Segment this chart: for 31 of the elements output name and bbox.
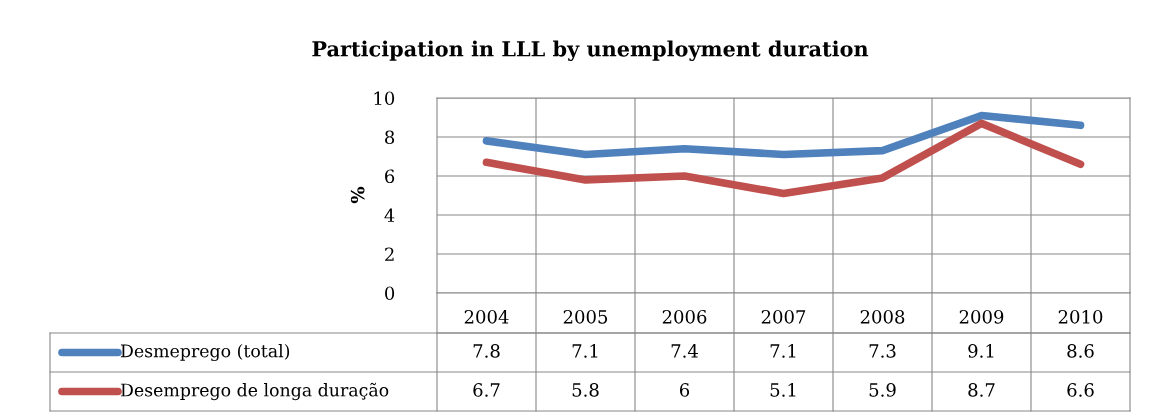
chart-title: Participation in LLL by unemployment duration — [312, 40, 869, 61]
x-tick-label: 2010 — [1058, 309, 1103, 324]
y-tick-label: 2 — [385, 247, 394, 261]
x-tick-label: 2004 — [464, 309, 509, 324]
data-label: 5.8 — [572, 383, 599, 397]
y-tick-label: 8 — [385, 130, 395, 145]
data-label: 7.4 — [671, 344, 698, 358]
x-tick-label: 2007 — [761, 309, 806, 324]
y-tick-label: 4 — [384, 208, 395, 222]
data-label: 7.1 — [572, 344, 598, 358]
data-label: 6 — [679, 383, 690, 397]
data-label: 6.7 — [473, 383, 500, 397]
legend-label: Desmeprego (total) — [120, 343, 290, 362]
data-label: 8.7 — [968, 383, 995, 397]
x-tick-label: 2006 — [662, 309, 707, 324]
y-tick-label: 0 — [385, 286, 395, 301]
x-tick-label: 2005 — [563, 309, 608, 324]
legend-label: Desemprego de longa duração — [120, 382, 389, 401]
data-label: 7.1 — [770, 344, 796, 358]
data-label: 7.3 — [869, 344, 896, 358]
x-tick-label: 2009 — [959, 309, 1004, 324]
x-tick-label: 2008 — [860, 309, 905, 324]
data-label: 5.1 — [770, 383, 796, 397]
data-label: 7.8 — [473, 344, 500, 358]
data-label: 9.1 — [968, 344, 994, 358]
data-label: 5.9 — [869, 383, 896, 397]
y-axis-title: % — [350, 186, 365, 204]
data-label: 6.6 — [1067, 383, 1094, 397]
y-tick-label: 10 — [374, 91, 395, 106]
y-tick-label: 6 — [385, 169, 395, 184]
data-label: 8.6 — [1067, 344, 1094, 358]
